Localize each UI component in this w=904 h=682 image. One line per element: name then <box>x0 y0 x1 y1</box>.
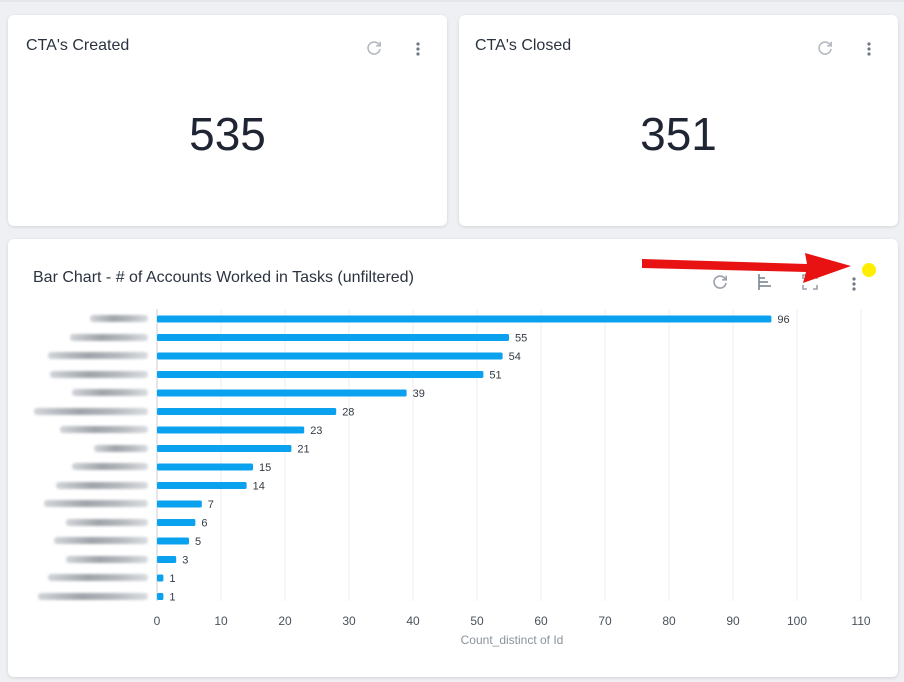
bar-value-label: 39 <box>413 388 425 400</box>
more-vertical-icon[interactable] <box>858 38 880 60</box>
bar-value-label: 23 <box>310 425 322 437</box>
x-tick-label: 100 <box>787 614 807 628</box>
card-title: CTA's Created <box>26 37 130 54</box>
card-title: CTA's Closed <box>475 37 572 54</box>
blurred-category-label <box>44 500 148 507</box>
bar-value-label: 54 <box>509 351 521 363</box>
bar <box>157 500 202 508</box>
bar-value-label: 51 <box>489 370 501 382</box>
blurred-category-label <box>56 482 148 489</box>
bar <box>157 389 407 397</box>
blurred-category-label <box>94 445 148 452</box>
bar-value-label: 21 <box>297 444 309 456</box>
top-divider <box>0 0 904 2</box>
bar <box>157 482 247 489</box>
blurred-category-label <box>66 556 148 563</box>
bar <box>157 556 177 563</box>
x-tick-label: 80 <box>662 614 676 628</box>
bar-value-label: 5 <box>195 536 201 548</box>
x-tick-label: 20 <box>278 614 292 628</box>
blurred-category-label <box>72 389 148 396</box>
x-tick-label: 10 <box>214 614 228 628</box>
bar-value-label: 15 <box>259 462 271 474</box>
blurred-category-label <box>48 574 148 581</box>
blurred-category-label <box>50 371 148 378</box>
blurred-category-label <box>54 537 148 544</box>
x-tick-label: 50 <box>470 614 484 628</box>
bar <box>157 408 337 415</box>
x-tick-label: 90 <box>726 614 740 628</box>
x-tick-label: 110 <box>851 614 870 628</box>
bar <box>157 426 305 434</box>
bar <box>157 463 253 471</box>
refresh-icon[interactable] <box>814 37 836 59</box>
refresh-icon[interactable] <box>363 37 385 59</box>
more-vertical-icon[interactable] <box>407 38 429 60</box>
bar <box>157 352 503 360</box>
blurred-category-label <box>48 352 148 359</box>
bar-value-label: 55 <box>515 333 527 345</box>
blurred-category-label <box>90 315 148 322</box>
chart-title: Bar Chart - # of Accounts Worked in Task… <box>33 269 414 286</box>
bar <box>157 445 292 452</box>
blurred-category-label <box>66 519 148 526</box>
bar-value-label: 1 <box>169 573 175 585</box>
x-tick-label: 40 <box>406 614 420 628</box>
blurred-category-label <box>38 593 148 600</box>
x-axis-label: Count_distinct of Id <box>461 633 564 647</box>
cta-created-card: CTA's Created 535 <box>8 15 447 226</box>
bar-value-label: 7 <box>208 499 214 511</box>
bar <box>157 537 189 545</box>
blurred-category-label <box>60 426 148 433</box>
bar-value-label: 1 <box>169 592 175 604</box>
blurred-category-label <box>70 334 148 341</box>
x-tick-label: 70 <box>598 614 612 628</box>
bar <box>157 519 196 526</box>
bar-value-label: 6 <box>201 518 207 530</box>
bar-value-label: 14 <box>253 481 265 493</box>
yellow-dot-highlight <box>862 263 876 277</box>
blurred-category-label <box>72 463 148 470</box>
cta-created-value: 535 <box>189 108 266 160</box>
bar-chart-card: Bar Chart - # of Accounts Worked in Task… <box>8 239 898 677</box>
bar-value-label: 3 <box>182 555 188 567</box>
x-tick-label: 0 <box>154 614 161 628</box>
bar <box>157 315 772 323</box>
bar <box>157 371 484 378</box>
bar <box>157 593 164 600</box>
bar-value-label: 28 <box>342 407 354 419</box>
x-tick-label: 60 <box>534 614 548 628</box>
x-tick-label: 30 <box>342 614 356 628</box>
more-vertical-icon[interactable] <box>843 273 865 295</box>
bar-value-label: 96 <box>777 314 789 326</box>
cta-closed-card: CTA's Closed 351 <box>459 15 898 226</box>
bar <box>157 574 164 582</box>
cta-closed-value: 351 <box>640 108 717 160</box>
bar <box>157 334 509 341</box>
blurred-category-label <box>34 408 148 415</box>
